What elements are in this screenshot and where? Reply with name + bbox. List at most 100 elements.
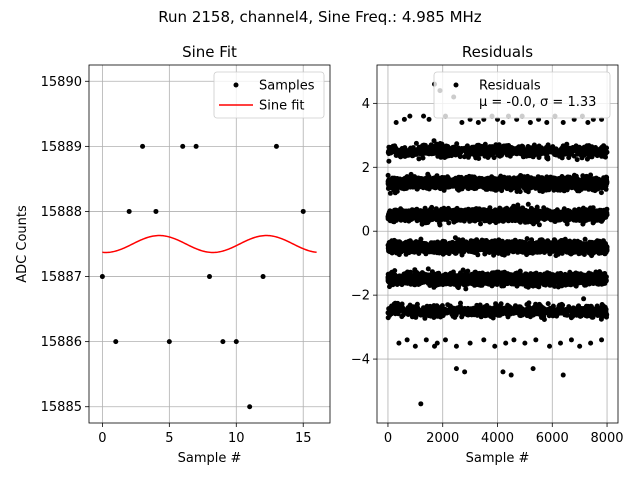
residuals-title: Residuals [462, 43, 533, 61]
residual-point [514, 151, 520, 157]
residual-point [537, 148, 543, 154]
residual-point [441, 187, 447, 193]
residual-point [388, 150, 394, 156]
residual-point [471, 179, 477, 185]
residual-point [563, 143, 569, 149]
residuals-ytick-label: −2 [351, 289, 370, 304]
residual-point [449, 153, 455, 159]
sine-fit-ytick-label: 15885 [41, 400, 82, 415]
residual-point [386, 184, 392, 190]
sample-point [207, 274, 212, 280]
residual-point [523, 182, 529, 188]
residual-point [530, 152, 535, 158]
residual-point [574, 177, 580, 183]
residual-point [591, 219, 597, 225]
residual-point [511, 206, 517, 212]
residual-point [496, 145, 502, 151]
residual-point [398, 154, 404, 160]
residual-point [436, 215, 442, 221]
residual-point [438, 148, 444, 154]
figure-suptitle: Run 2158, channel4, Sine Freq.: 4.985 MH… [158, 8, 482, 26]
residual-point [518, 173, 523, 178]
residual-point [421, 181, 427, 187]
residual-point [469, 145, 475, 151]
residual-point [547, 178, 553, 184]
residual-point [587, 178, 593, 184]
residual-point [501, 211, 507, 217]
sample-point [153, 208, 159, 214]
residual-point [415, 148, 421, 154]
sample-point [140, 143, 146, 149]
residual-point [575, 151, 580, 157]
residual-point [560, 180, 566, 186]
residual-point [579, 179, 585, 185]
residual-point [562, 149, 568, 154]
residual-point [475, 147, 481, 153]
residuals-xtick-label: 4000 [481, 431, 514, 446]
sine-fit-legend: Samples Sine fit [213, 71, 325, 119]
residuals-ytick-label: 2 [362, 161, 370, 176]
residual-point [599, 153, 605, 159]
residual-point [558, 151, 564, 157]
residuals-xtick-label: 8000 [590, 431, 623, 446]
residual-point [600, 177, 606, 183]
residual-point [467, 184, 473, 190]
sine-fit-line-layer [102, 234, 317, 254]
residual-point [463, 152, 469, 158]
residual-point [393, 187, 399, 193]
residual-point [569, 180, 575, 186]
residual-point [541, 182, 546, 188]
residual-point [599, 145, 605, 151]
residual-point [508, 187, 514, 193]
residual-point [485, 155, 491, 160]
residual-point [604, 212, 610, 218]
residual-point [565, 174, 571, 180]
residual-point [531, 181, 537, 187]
residual-point [449, 183, 455, 189]
residual-point [566, 155, 572, 161]
residuals-ytick-label: −4 [351, 353, 370, 368]
residual-point [529, 213, 535, 219]
residual-point [580, 173, 586, 179]
residuals-ytick-label: 4 [362, 97, 370, 112]
sine-fit-ylabel: ADC Counts [15, 205, 30, 283]
sample-point [126, 208, 132, 214]
sine-fit-xtick-label: 15 [295, 431, 312, 446]
residual-point [489, 182, 495, 188]
residual-point [516, 183, 521, 188]
residual-point [593, 178, 599, 184]
residual-point [385, 172, 391, 178]
residual-point [553, 209, 559, 215]
residual-point [501, 179, 507, 185]
residual-point [475, 151, 481, 157]
residual-point [501, 184, 507, 190]
residual-point [520, 154, 526, 160]
residual-point [470, 211, 476, 217]
residual-point [496, 183, 502, 189]
residual-point [522, 219, 528, 225]
residual-point [460, 146, 466, 152]
residual-point [504, 217, 510, 223]
sine-fit-xtick-label: 0 [98, 431, 106, 446]
residual-point [465, 206, 471, 212]
sine-fit-ytick-label: 15890 [41, 75, 82, 90]
residuals-xtick-label: 0 [384, 431, 392, 446]
residual-point [560, 211, 566, 217]
residual-point [576, 144, 582, 150]
residual-point [517, 218, 523, 224]
residual-point [418, 209, 424, 215]
residual-point [469, 151, 475, 157]
residual-point [543, 187, 549, 193]
residuals-xtick-label: 6000 [536, 431, 569, 446]
residual-point [582, 212, 588, 218]
residual-point [494, 208, 500, 214]
sine-fit-xlabel: Sample # [178, 451, 242, 466]
residual-point [552, 182, 558, 187]
residual-point [420, 155, 426, 161]
residual-point [420, 146, 426, 152]
residual-point [561, 188, 567, 194]
residual-point [454, 182, 460, 188]
residual-point [445, 147, 451, 153]
residual-point [446, 176, 451, 182]
residual-point [584, 156, 590, 162]
